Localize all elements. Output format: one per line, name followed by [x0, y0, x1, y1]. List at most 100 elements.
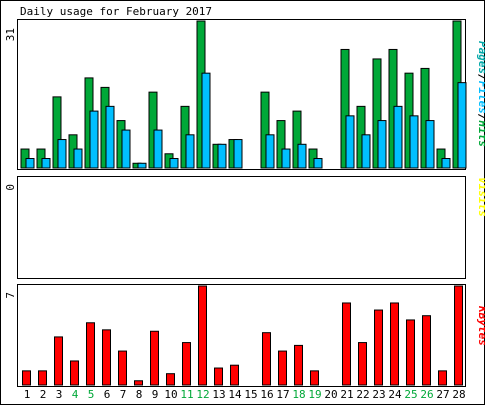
- day-label-16: 16: [260, 388, 273, 401]
- y-axis-max-bottom: 7: [4, 292, 17, 299]
- kbytes-bar-day-10: [166, 373, 175, 386]
- kbytes-bar-day-28: [454, 285, 463, 386]
- day-label-23: 23: [372, 388, 385, 401]
- files-bar-day-25: [409, 115, 419, 169]
- day-label-14: 14: [228, 388, 242, 401]
- legend-top-part-1: /: [476, 74, 485, 81]
- day-label-24: 24: [388, 388, 402, 401]
- kbytes-bar-day-2: [38, 370, 47, 386]
- files-bar-day-5: [89, 110, 99, 169]
- hits-bar-day-21: [340, 48, 350, 169]
- kbytes-bar-day-24: [390, 302, 399, 386]
- files-bar-day-19: [313, 158, 323, 169]
- legend-top-part-3: /: [476, 114, 485, 121]
- kbytes-bar-day-3: [54, 336, 63, 386]
- kbytes-bar-day-19: [310, 370, 319, 386]
- files-bar-day-14: [233, 139, 243, 169]
- files-bar-day-9: [153, 129, 163, 169]
- day-label-28: 28: [452, 388, 465, 401]
- files-bar-day-6: [105, 105, 115, 169]
- day-label-15: 15: [244, 388, 257, 401]
- day-label-8: 8: [136, 388, 143, 401]
- y-axis-max-top: 31: [4, 28, 17, 41]
- day-label-22: 22: [356, 388, 369, 401]
- files-bar-day-16: [265, 134, 275, 169]
- files-bar-day-4: [73, 148, 83, 169]
- day-label-12: 12: [196, 388, 209, 401]
- legend-top-part-4: Hits: [476, 120, 485, 148]
- day-label-10: 10: [164, 388, 177, 401]
- day-label-9: 9: [152, 388, 159, 401]
- files-bar-day-3: [57, 139, 67, 169]
- kbytes-bar-day-26: [422, 315, 431, 386]
- kbytes-bar-day-27: [438, 370, 447, 386]
- files-bar-day-10: [169, 158, 179, 169]
- day-label-19: 19: [308, 388, 321, 401]
- day-label-1: 1: [24, 388, 31, 401]
- day-label-26: 26: [420, 388, 433, 401]
- day-label-11: 11: [180, 388, 193, 401]
- kbytes-bar-day-4: [70, 360, 79, 386]
- day-label-25: 25: [404, 388, 417, 401]
- kbytes-bar-day-12: [198, 285, 207, 386]
- kbytes-bar-day-22: [358, 342, 367, 386]
- files-bar-day-21: [345, 115, 355, 169]
- day-label-18: 18: [292, 388, 305, 401]
- hits-bar-day-17: [276, 120, 286, 169]
- day-label-21: 21: [340, 388, 353, 401]
- files-bar-day-11: [185, 134, 195, 169]
- day-label-13: 13: [212, 388, 225, 401]
- day-label-5: 5: [88, 388, 95, 401]
- kbytes-bar-day-13: [214, 367, 223, 386]
- chart-title: Daily usage for February 2017: [20, 5, 212, 18]
- panel-middle-box: [17, 176, 466, 279]
- day-label-4: 4: [72, 388, 79, 401]
- day-label-7: 7: [120, 388, 127, 401]
- files-bar-day-7: [121, 129, 131, 169]
- legend-top-part-0: Pages: [476, 41, 485, 74]
- legend-top: Pages/Files/Hits: [476, 41, 485, 147]
- hits-bar-day-26: [420, 67, 430, 169]
- files-bar-day-13: [217, 143, 227, 169]
- legend-bottom-part-0: KBytes: [476, 305, 485, 346]
- hits-bar-day-16: [260, 91, 270, 169]
- files-bar-day-17: [281, 148, 291, 169]
- files-bar-day-8: [137, 162, 147, 169]
- kbytes-bar-day-7: [118, 350, 127, 386]
- hits-bar-day-23: [372, 58, 382, 169]
- kbytes-bar-day-14: [230, 364, 239, 386]
- files-bar-day-18: [297, 143, 307, 169]
- legend-middle-part-0: Visits: [476, 177, 485, 217]
- files-bar-day-28: [457, 82, 467, 169]
- legend-top-part-2: Files: [476, 81, 485, 114]
- legend-middle: Visits: [476, 177, 485, 217]
- files-bar-day-12: [201, 72, 211, 169]
- legend-bottom: KBytes: [476, 305, 485, 346]
- day-label-17: 17: [276, 388, 289, 401]
- files-bar-day-26: [425, 120, 435, 169]
- kbytes-bar-day-5: [86, 322, 95, 386]
- kbytes-bar-day-18: [294, 344, 303, 386]
- kbytes-bar-day-21: [342, 302, 351, 386]
- kbytes-bar-day-25: [406, 319, 415, 386]
- files-bar-day-1: [25, 158, 35, 169]
- day-label-27: 27: [436, 388, 449, 401]
- files-bar-day-27: [441, 158, 451, 169]
- files-bar-day-24: [393, 105, 403, 169]
- kbytes-bar-day-1: [22, 370, 31, 386]
- day-label-2: 2: [40, 388, 47, 401]
- kbytes-bar-day-17: [278, 350, 287, 386]
- kbytes-bar-day-16: [262, 332, 271, 386]
- kbytes-bar-day-8: [134, 380, 143, 386]
- files-bar-day-23: [377, 120, 387, 169]
- y-axis-max-middle: 0: [4, 184, 17, 191]
- files-bar-day-2: [41, 158, 51, 169]
- day-label-6: 6: [104, 388, 111, 401]
- hits-bar-day-3: [52, 96, 62, 169]
- day-label-20: 20: [324, 388, 337, 401]
- kbytes-bar-day-9: [150, 330, 159, 386]
- day-label-3: 3: [56, 388, 63, 401]
- kbytes-bar-day-11: [182, 342, 191, 386]
- files-bar-day-22: [361, 134, 371, 169]
